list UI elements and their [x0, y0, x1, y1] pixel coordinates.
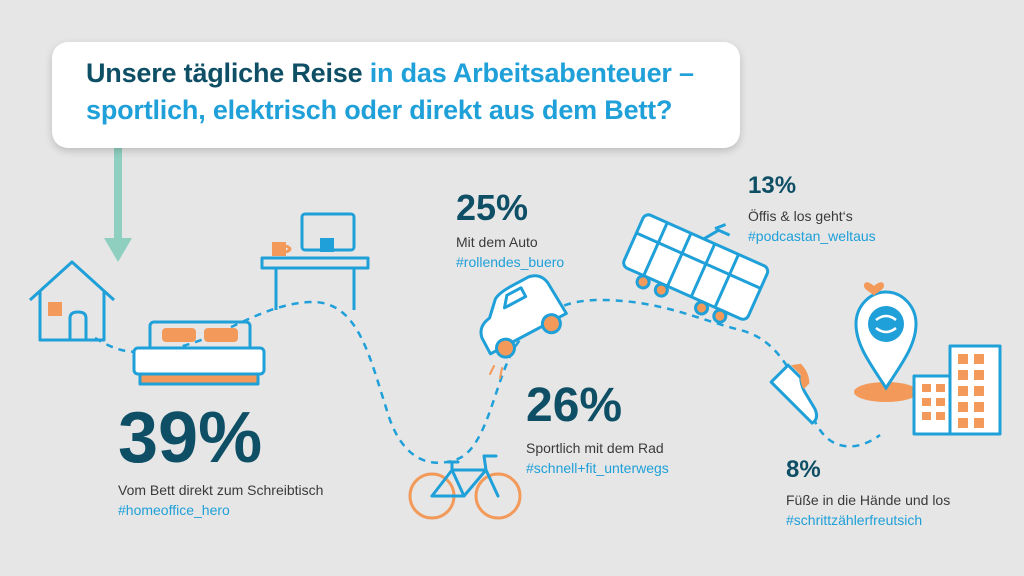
title-strong: Unsere tägliche Reise: [86, 58, 363, 88]
stat-auto-hashtag: #rollendes_buero: [456, 254, 565, 270]
stat-oeffis-caption: Öffis & los geht‘s: [748, 208, 853, 224]
stat-bett-percent: 39%: [118, 398, 263, 478]
stat-fuss-hashtag: #schrittzählerfreutsich: [786, 512, 923, 528]
stat-oeffis-hashtag: #podcastan_weltaus: [748, 228, 876, 244]
title-box: [52, 42, 740, 148]
stat-rad-percent: 26%: [526, 379, 623, 432]
desk-icon: [260, 212, 370, 310]
heart-icon: [864, 282, 884, 296]
stat-auto-percent: 25%: [456, 187, 529, 228]
tram-icon: [622, 213, 770, 324]
sneaker-icon: [769, 363, 819, 425]
route-path: [94, 298, 881, 465]
stat-bett-hashtag: #homeoffice_hero: [118, 502, 230, 518]
buildings-icon: [912, 344, 1002, 436]
stat-bett-caption: Vom Bett direkt zum Schreibtisch: [118, 482, 324, 498]
stat-auto-caption: Mit dem Auto: [456, 234, 538, 250]
stat-fuss-percent: 8%: [786, 456, 821, 483]
title-line-2: sportlich, elektrisch oder direkt aus de…: [86, 95, 673, 125]
arrow-down-icon: [104, 148, 132, 262]
stat-rad-caption: Sportlich mit dem Rad: [526, 440, 664, 456]
car-icon: [479, 274, 568, 359]
stat-rad-hashtag: #schnell+fit_unterwegs: [526, 460, 669, 476]
bed-icon: [132, 320, 266, 386]
stat-oeffis-percent: 13%: [748, 172, 797, 199]
title-rest: in das Arbeitsabenteuer –: [362, 58, 694, 88]
title-line-1: Unsere tägliche Reise in das Arbeitsaben…: [86, 58, 694, 89]
location-pin-icon: [854, 290, 918, 402]
house-icon: [28, 260, 116, 342]
car-motion-lines: [489, 365, 503, 379]
stat-fuss-caption: Füße in die Hände und los: [786, 492, 951, 508]
bicycle-icon: [408, 454, 522, 520]
